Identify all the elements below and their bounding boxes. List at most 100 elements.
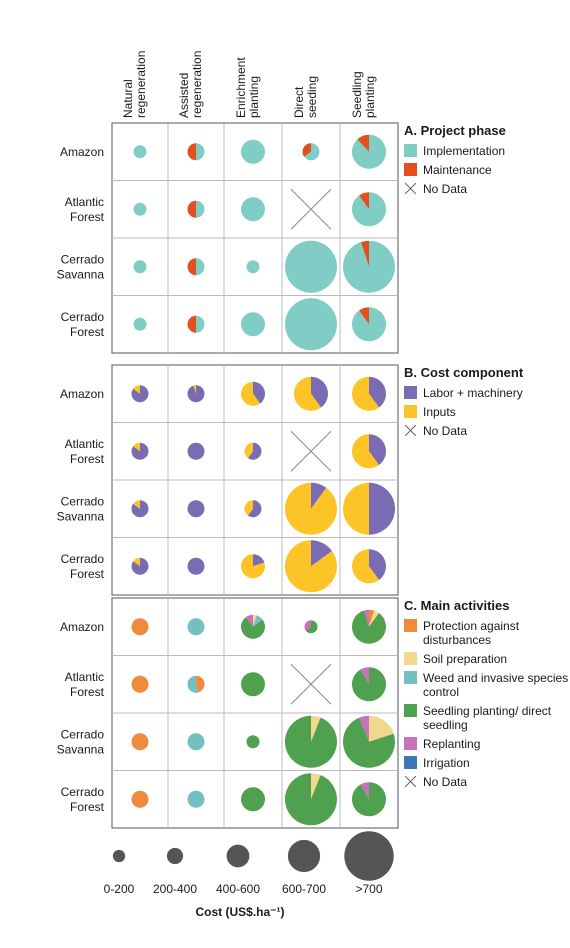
pie-cerrado-forest-seedling-planting [351,549,386,584]
row-label-line: Cerrado [61,727,105,741]
pie-slice-implementation [196,315,205,333]
pie-cerrado-forest-seedling-planting [351,782,386,817]
pie-slice-implementation [196,258,205,276]
pie-slice-replanting [360,782,369,800]
column-header-natural-regeneration: Natural regeneration [121,51,148,118]
pie-amazon-direct-seeding [293,376,328,411]
pie-slice-inputs [351,434,379,469]
pie-slice-protection-against-disturbances [131,675,149,693]
no-data-mark [290,188,332,230]
pie-atlantic-forest-enrichment-planting [241,672,265,697]
pie-amazon-seedling-planting [351,134,386,169]
pie-amazon-assisted-regeneration [187,385,205,403]
pie-cerrado-savanna-seedling-planting [343,482,396,535]
pie-slice-labor-machinery [369,482,396,535]
pie-slice-seedling-planting-direct-seedling [351,610,386,644]
pie-amazon-assisted-regeneration [187,618,205,636]
pie-slice-maintenance [187,258,196,276]
pie-slice-inputs [240,554,265,579]
row-label-line: Amazon [60,387,104,401]
pie-cerrado-savanna-enrichment-planting [244,500,262,518]
pie-slice-labor-machinery [131,557,149,575]
pie-slice-implementation [285,298,337,351]
pie-slice-labor-machinery [311,376,328,408]
pie-slice-inputs [284,482,337,535]
row-label-line: Forest [70,800,105,814]
pie-slice-implementation [241,197,265,222]
row-label-line: Atlantic [65,670,104,684]
pie-slice-inputs [133,557,140,567]
pie-slice-soil-preparation [369,715,394,742]
column-header-line: Assisted [177,73,191,118]
pie-slice-implementation [241,312,265,337]
row-label-line: Forest [70,452,105,466]
size-legend-circle [166,847,184,865]
column-header-line: Enrichment [234,57,248,118]
row-label-line: Cerrado [61,552,105,566]
pie-atlantic-forest-natural-regeneration [131,675,149,693]
column-header-assisted-regeneration: Assisted regeneration [177,51,204,118]
pie-slice-implementation [133,202,147,216]
pie-slice-implementation [241,139,265,164]
pie-cerrado-forest-assisted-regeneration [187,557,205,575]
pie-slice-maintenance [359,192,369,210]
pie-slice-inputs [133,500,140,509]
pie-slice-labor-machinery [369,376,386,408]
column-header-direct-seeding: Direct seeding [292,76,319,118]
size-legend-label: >700 [355,882,382,896]
pie-slice-protection-against-disturbances [369,609,375,627]
pie-slice-soil-preparation [369,610,379,627]
pie-cerrado-savanna-enrichment-planting [246,260,260,274]
size-legend-label: 600-700 [282,882,326,896]
pie-slice-inputs [351,549,379,584]
pie-atlantic-forest-natural-regeneration [133,202,147,216]
pie-slice-maintenance [187,315,196,333]
pie-atlantic-forest-enrichment-planting [241,197,265,222]
pie-slice-implementation [196,143,205,161]
pie-cerrado-forest-enrichment-planting [241,312,265,337]
row-label-line: Cerrado [61,310,105,324]
pie-slice-labor-machinery [248,442,262,460]
row-label-line: Savanna [57,742,105,756]
pie-cerrado-savanna-natural-regeneration [133,260,147,274]
pie-amazon-natural-regeneration [131,618,149,636]
size-legend-label: 200-400 [153,882,197,896]
pie-cerrado-savanna-assisted-regeneration [187,733,205,751]
pie-slice-weed-and-invasive-species-control [187,790,205,808]
pie-slice-seedling-planting-direct-seedling [351,782,386,817]
pie-slice-soil-preparation [311,773,321,800]
pie-slice-maintenance [357,134,369,152]
pie-slice-maintenance [359,307,369,325]
pie-slice-replanting [363,609,369,627]
pie-amazon-direct-seeding [304,620,318,634]
row-label-line: Amazon [60,620,104,634]
pie-slice-replanting [304,620,311,631]
pie-slice-maintenance [302,143,311,157]
pie-slice-protection-against-disturbances [131,733,149,751]
pie-atlantic-forest-seedling-planting [352,192,387,227]
pie-slice-inputs [351,376,379,411]
pie-amazon-natural-regeneration [133,145,147,159]
pie-atlantic-forest-seedling-planting [351,434,386,469]
pie-amazon-assisted-regeneration [187,143,205,161]
pie-cerrado-savanna-assisted-regeneration [187,500,205,518]
column-header-enrichment-planting: Enrichment planting [234,57,261,118]
pie-slice-weed-and-invasive-species-control [187,618,205,636]
row-label-amazon: Amazon [60,620,104,634]
pie-atlantic-forest-enrichment-planting [244,442,262,460]
pie-slice-seedling-planting-direct-seedling [284,773,337,826]
pie-slice-implementation [196,200,205,218]
pie-amazon-enrichment-planting [240,381,265,406]
pie-slice-replanting [359,715,369,742]
pie-slice-labor-machinery [131,385,149,403]
pie-slice-inputs [244,500,253,516]
pie-slice-protection-against-disturbances [196,675,205,693]
row-label-line: Forest [70,210,105,224]
size-legend-circle [112,849,126,863]
